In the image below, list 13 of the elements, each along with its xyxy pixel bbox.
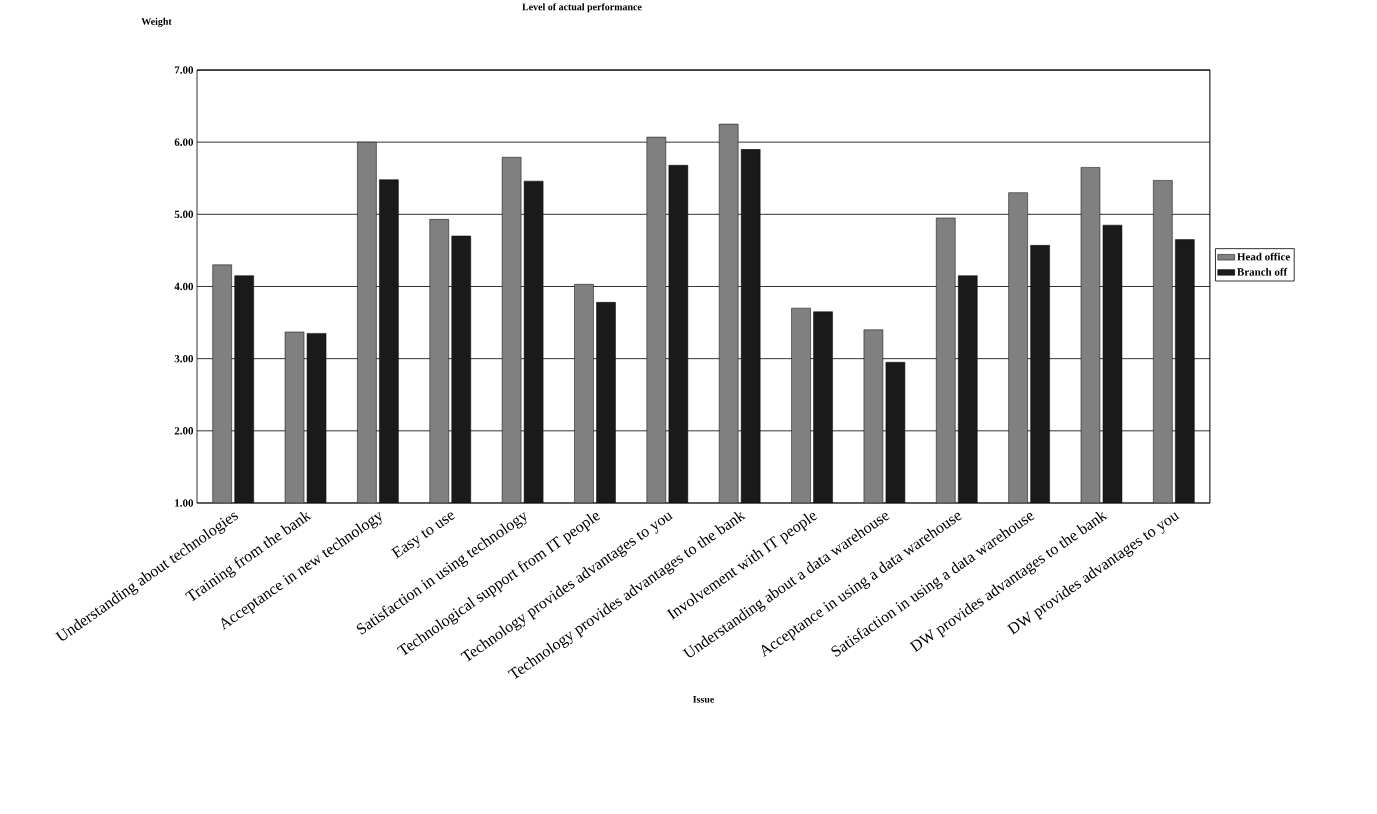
y-tick-label: 5.00 [174,210,194,219]
y-tick-label: 3.00 [174,354,194,363]
y-tick-label: 6.00 [174,138,194,146]
chart-title: Level of actual performance [522,3,642,13]
y-axis-title: Weight [141,17,172,27]
legend-label: Branch off [1237,267,1288,276]
x-axis-title: Issue [693,696,715,703]
y-tick-label: 4.00 [174,282,194,291]
y-tick-label: 7.00 [174,66,194,74]
y-tick-label: 2.00 [174,427,194,435]
x-tick-label: Easy to use [390,512,455,559]
legend-label: Head office [1237,252,1290,261]
y-tick-label: 1.00 [175,499,194,507]
